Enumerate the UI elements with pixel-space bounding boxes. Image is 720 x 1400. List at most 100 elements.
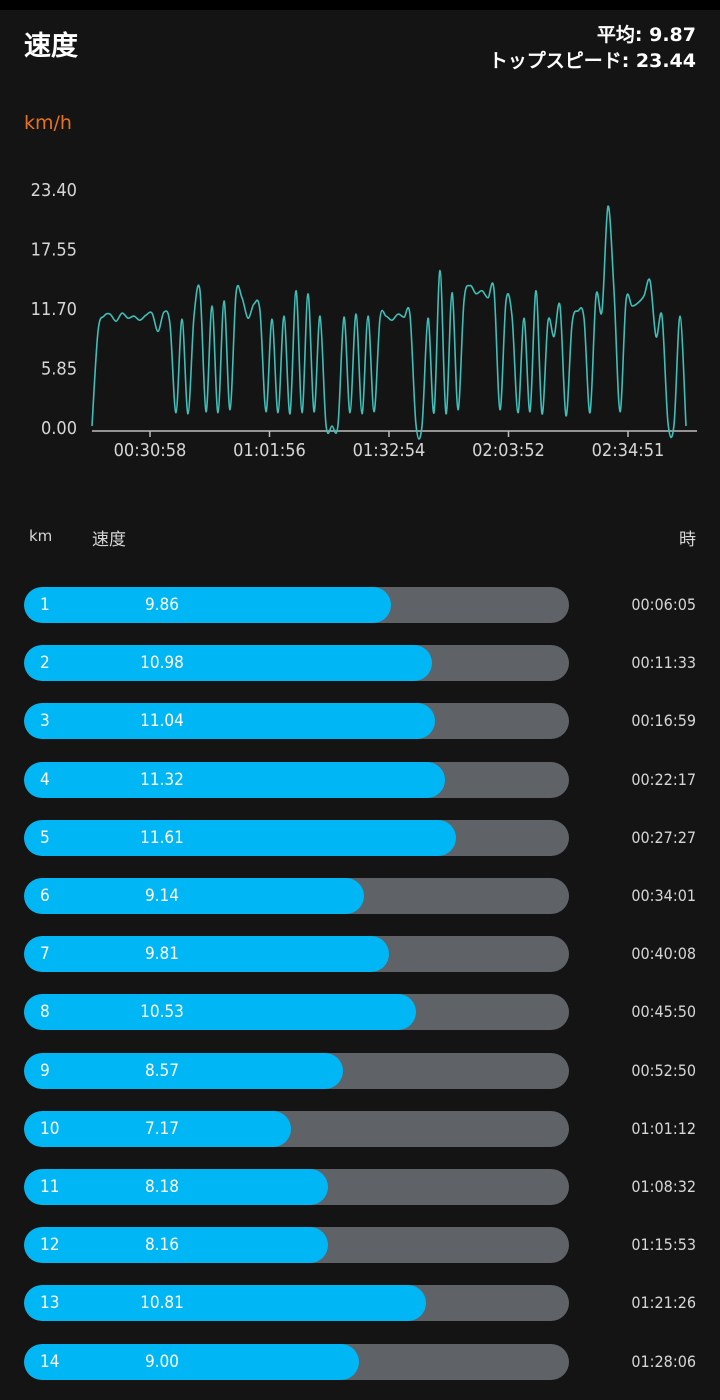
split-time-value: 00:34:01 [631, 886, 696, 905]
split-row[interactable]: 2 10.98 00:11:33 [0, 645, 720, 682]
split-time-value: 00:16:59 [631, 711, 696, 731]
split-row[interactable]: 5 11.61 00:27:27 [0, 819, 720, 856]
split-row[interactable]: 11 8.18 01:08:32 [0, 1169, 720, 1205]
speed-line-chart[interactable]: 23.40 17.55 11.70 5.85 0.00 00:30:58 01:01:56… [0, 170, 720, 470]
split-speed-value: 10.98 [140, 653, 184, 674]
split-row[interactable]: 1 9.86 00:06:05 [0, 587, 720, 623]
split-time-value: 00:40:08 [631, 944, 696, 964]
split-km-number: 12 [40, 1235, 60, 1256]
column-header-time: 時 [679, 530, 696, 550]
split-speed-value: 10.53 [140, 1002, 184, 1023]
plot-area [91, 205, 687, 440]
y-tick-label: 17.55 [31, 240, 77, 261]
split-row[interactable]: 4 11.32 00:22:17 [0, 761, 720, 798]
split-time-value: 00:06:05 [631, 595, 696, 614]
split-km-number: 13 [40, 1293, 60, 1314]
split-speed-value: 11.32 [140, 769, 184, 790]
split-km-number: 11 [40, 1177, 60, 1197]
split-speed-value: 9.14 [144, 886, 180, 906]
split-row[interactable]: 8 10.53 00:45:50 [0, 994, 720, 1031]
split-speed-value: 9.00 [144, 1351, 180, 1372]
speed-bar-track [24, 878, 569, 914]
chart-unit-label: km/h [24, 112, 72, 134]
splits-table-header: km 速度 時 [0, 525, 720, 550]
x-tick-label: 01:01:56 [233, 440, 306, 461]
speed-bar-fill [24, 936, 389, 973]
split-speed-value: 9.86 [144, 595, 180, 615]
speed-bar-fill [24, 587, 391, 623]
speed-bar-track [24, 994, 569, 1031]
speed-bar-fill [24, 645, 432, 682]
split-row[interactable]: 9 8.57 00:52:50 [0, 1052, 720, 1089]
split-km-number: 9 [40, 1060, 50, 1081]
split-km-number: 10 [40, 1118, 60, 1139]
split-speed-value: 11.04 [140, 711, 184, 732]
y-tick-label: 23.40 [31, 180, 77, 201]
split-time-value: 00:52:50 [631, 1060, 696, 1080]
split-km-number: 5 [40, 827, 50, 848]
split-time-value: 01:21:26 [631, 1293, 696, 1313]
split-row[interactable]: 13 10.81 01:21:26 [0, 1285, 720, 1322]
speed-bar-fill [24, 1343, 359, 1380]
speed-bar-fill [24, 994, 416, 1031]
speed-bar-track [24, 761, 569, 798]
speed-bar-track [24, 1169, 569, 1205]
split-time-value: 01:01:12 [631, 1118, 696, 1138]
split-time-value: 00:45:50 [631, 1002, 696, 1022]
speed-bar-track [24, 936, 569, 973]
split-time-value: 01:15:53 [631, 1235, 696, 1255]
split-km-number: 1 [40, 595, 50, 615]
y-tick-label: 11.70 [31, 299, 77, 320]
split-time-value: 01:08:32 [631, 1177, 696, 1196]
speed-bar-fill [24, 1110, 291, 1147]
speed-bar-fill [24, 1227, 328, 1264]
split-row[interactable]: 10 7.17 01:01:12 [0, 1110, 720, 1147]
speed-bar-track [24, 819, 569, 856]
x-tick-label: 02:03:52 [472, 440, 545, 461]
split-speed-value: 11.61 [140, 827, 184, 848]
split-row[interactable]: 6 9.14 00:34:01 [0, 878, 720, 914]
speed-bar-fill [24, 703, 435, 740]
page-title: 速度 [24, 31, 78, 62]
top-speed-label: トップスピード: 23.44 [488, 50, 696, 72]
speed-bar-track [24, 1343, 569, 1380]
split-speed-value: 10.81 [140, 1293, 184, 1314]
split-speed-value: 8.18 [144, 1177, 180, 1197]
x-axis: 00:30:58 01:01:56 01:32:54 02:03:52 02:34:51 [92, 430, 697, 461]
split-row[interactable]: 7 9.81 00:40:08 [0, 936, 720, 973]
status-bar [0, 0, 720, 10]
split-km-number: 4 [40, 769, 50, 790]
split-speed-value: 8.16 [144, 1235, 180, 1256]
speed-bar-track [24, 1052, 569, 1089]
speed-bar-track [24, 1227, 569, 1264]
speed-bar-track [24, 645, 569, 682]
speed-summary: 平均: 9.87 トップスピード: 23.44 [489, 22, 696, 74]
x-tick-label: 01:32:54 [353, 440, 426, 461]
column-header-speed: 速度 [92, 530, 126, 550]
split-row[interactable]: 3 11.04 00:16:59 [0, 703, 720, 740]
split-time-value: 00:27:27 [631, 827, 696, 847]
speed-bar-fill [24, 1052, 343, 1089]
x-tick-label: 00:30:58 [114, 440, 187, 461]
split-km-number: 6 [40, 886, 50, 906]
x-tick-label: 02:34:51 [592, 440, 665, 461]
split-km-number: 2 [40, 653, 50, 674]
split-time-value: 01:28:06 [631, 1351, 696, 1371]
split-km-number: 14 [40, 1351, 60, 1372]
split-km-number: 3 [40, 711, 50, 732]
split-time-value: 00:22:17 [631, 769, 696, 789]
speed-bar-fill [24, 819, 456, 856]
split-speed-value: 7.17 [144, 1118, 180, 1139]
average-speed-label: 平均: 9.87 [596, 24, 696, 46]
speed-bar-track [24, 1285, 569, 1322]
speed-bar-fill [24, 1169, 328, 1205]
y-axis-labels: 23.40 17.55 11.70 5.85 0.00 [31, 180, 77, 439]
column-header-km: km [29, 527, 53, 545]
speed-bar-fill [24, 1285, 426, 1322]
split-row[interactable]: 14 9.00 01:28:06 [0, 1343, 720, 1380]
speed-bar-track [24, 703, 569, 740]
split-km-number: 8 [40, 1002, 50, 1023]
speed-bar-fill [24, 761, 445, 798]
speed-series-line [91, 205, 687, 440]
split-row[interactable]: 12 8.16 01:15:53 [0, 1227, 720, 1264]
